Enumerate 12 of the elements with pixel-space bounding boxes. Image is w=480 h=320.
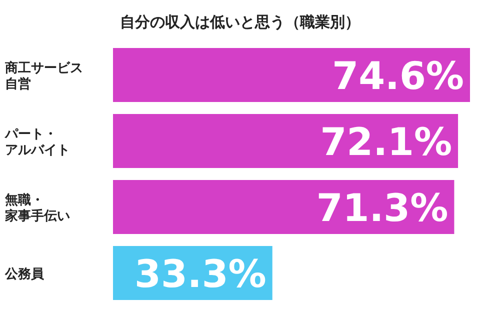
y-tick-label: パート・アルバイト	[4, 127, 70, 158]
bar	[113, 114, 458, 168]
data-label: 33.3%	[134, 252, 266, 296]
chart-title: 自分の収入は低いと思う（職業別）	[120, 13, 360, 31]
y-tick-label: 無職・家事手伝い	[4, 192, 70, 224]
data-label: 71.3%	[316, 186, 448, 230]
data-label: 72.1%	[320, 120, 452, 164]
bar	[113, 48, 470, 102]
y-tick-label: 商工サービス自営	[4, 60, 83, 92]
data-label: 74.6%	[332, 54, 464, 98]
bar	[113, 180, 454, 234]
y-tick-label: 公務員	[4, 267, 45, 282]
